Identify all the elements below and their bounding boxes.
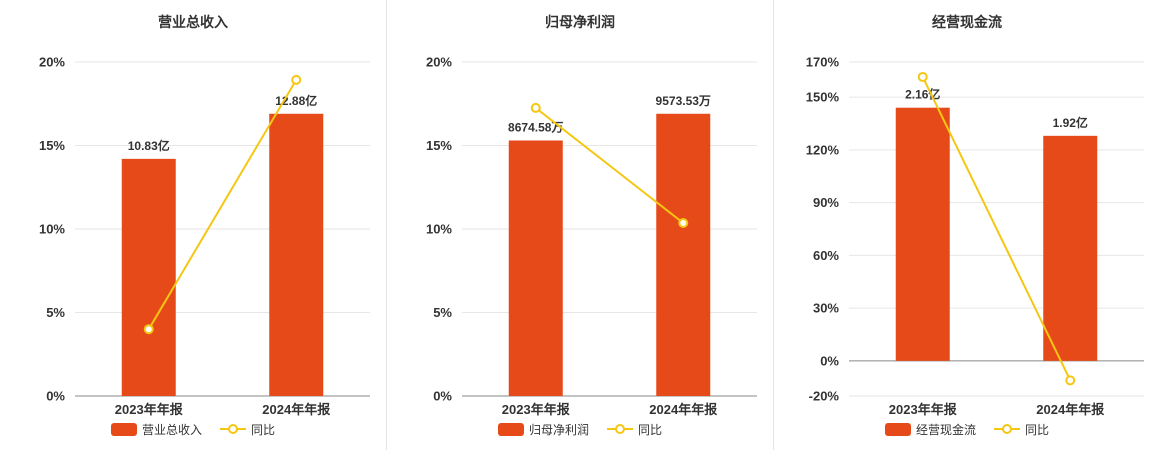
legend-item-bar-series[interactable]: 归母净利润 [497,421,589,438]
bar [269,113,324,397]
bar [121,158,176,396]
bar-value-label: 2.16亿 [905,87,940,102]
line-series-label: 同比 [638,422,663,437]
chart-legend-net-profit: 归母净利润 同比 [387,416,773,442]
y-tick-label: 60% [813,248,839,263]
chart-panel-revenue: 营业总收入 0% 5% 10% 15% 20% 10.83亿 2023年年报 12.88亿 20… [0,0,386,450]
y-tick-label: 0% [46,389,65,404]
y-tick-label: 30% [813,301,839,316]
y-tick-label: -20% [809,389,840,404]
y-tick-label: 150% [806,90,840,105]
y-tick-label: 0% [820,353,839,368]
y-tick-label: 5% [433,305,452,320]
y-tick-label: 20% [426,55,452,70]
chart-title-revenue: 营业总收入 [158,14,228,30]
x-axis-label: 2023年年报 [889,402,958,416]
bar-value-label: 8674.58万 [508,120,563,134]
x-axis-label: 2024年年报 [649,402,718,416]
line-series-swatch-icon [994,423,1020,435]
y-tick-label: 10% [39,222,65,237]
trend-line [147,79,298,330]
trend-line [921,76,1072,381]
x-axis-label: 2023年年报 [502,402,571,416]
chart-title-cash-flow: 经营现金流 [932,14,1002,30]
y-tick-label: 15% [426,138,452,153]
bar-series-label: 归母净利润 [528,422,589,437]
legend-item-bar-series[interactable]: 经营现金流 [884,421,976,438]
bar-value-label: 1.92亿 [1053,115,1088,130]
y-tick-label: 0% [433,389,452,404]
line-series-swatch-icon [607,423,633,435]
trend-point [530,102,541,113]
legend-item-line-series[interactable]: 同比 [994,421,1049,438]
bar [508,140,563,396]
y-tick-label: 90% [813,195,839,210]
bar [895,107,950,361]
trend-point [678,217,689,228]
chart-legend-cash-flow: 经营现金流 同比 [774,416,1160,442]
bar-series-swatch [497,422,524,436]
y-tick-label: 5% [46,305,65,320]
line-series-label: 同比 [1025,422,1050,437]
trend-line [535,107,684,224]
chart-title-net-profit: 归母净利润 [545,14,615,30]
bar [1043,135,1098,361]
y-tick-label: 10% [426,222,452,237]
chart-panel-net-profit: 归母净利润 0% 5% 10% 15% 20% 8674.58万 2023年年报 9573.5… [386,0,773,450]
bar-series-swatch [884,422,911,436]
x-axis-label: 2024年年报 [1036,402,1105,416]
bar-value-label: 9573.53万 [656,94,711,108]
bar-series-label: 营业总收入 [141,422,202,437]
legend-item-line-series[interactable]: 同比 [220,421,275,438]
chart-legend-revenue: 营业总收入 同比 [0,416,386,442]
y-tick-label: 120% [806,142,840,157]
bar [656,113,711,397]
line-series-swatch-icon [220,423,246,435]
legend-item-bar-series[interactable]: 营业总收入 [110,421,202,438]
y-tick-label: 15% [39,138,65,153]
trend-point [291,74,302,85]
net-profit-chart: 0% 5% 10% 15% 20% 8674.58万 2023年年报 9573.53万 2024… [426,55,757,416]
trend-point [917,71,928,82]
x-axis-label: 2023年年报 [115,402,184,416]
bar-series-swatch [110,422,137,436]
bar-value-label: 10.83亿 [128,138,170,153]
bar-series-label: 经营现金流 [915,422,976,437]
trend-point [143,324,154,335]
legend-item-line-series[interactable]: 同比 [607,421,662,438]
y-tick-label: 170% [806,55,840,70]
chart-panel-cash-flow: 经营现金流 -20% 0% 30% 60% 90% 120% 150% 170% 2.16亿 20… [773,0,1160,450]
y-tick-label: 20% [39,55,65,70]
trend-point [1065,375,1076,386]
x-axis-label: 2024年年报 [262,402,331,416]
cash-flow-chart: -20% 0% 30% 60% 90% 120% 150% 170% 2.16亿 2023年年报 1… [806,55,1144,416]
line-series-label: 同比 [251,422,276,437]
